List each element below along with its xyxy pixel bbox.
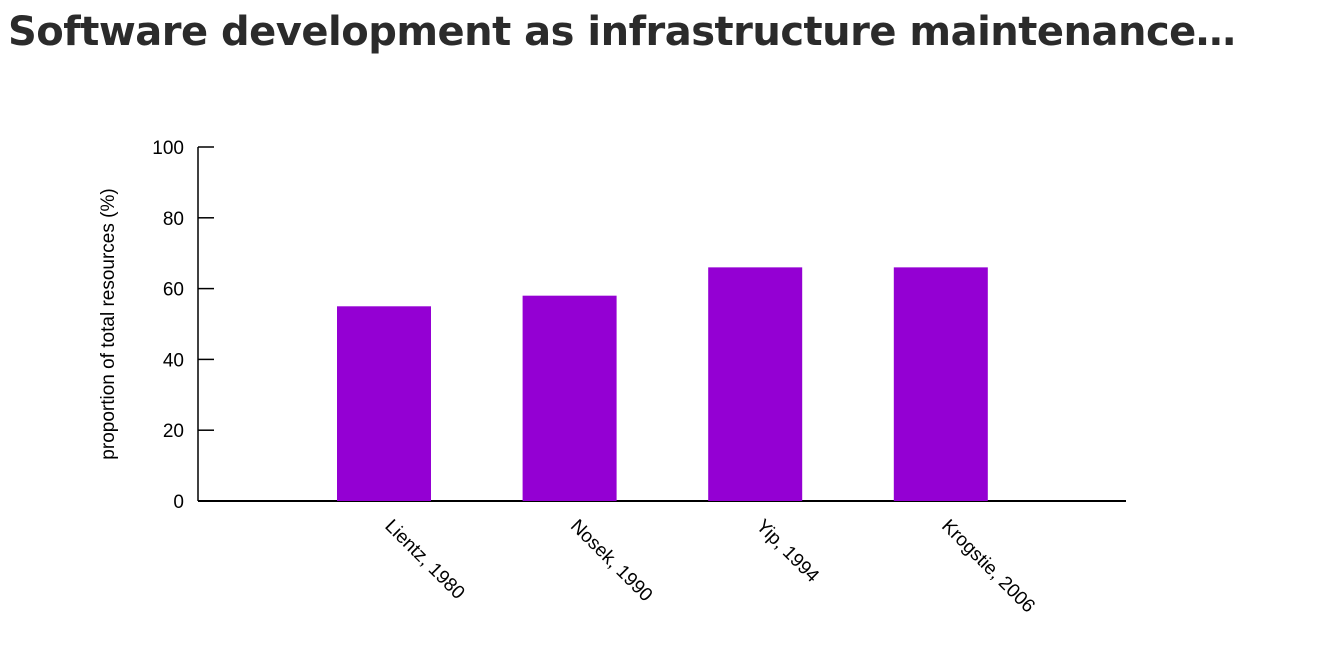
x-tick-labels: Lientz, 1980 Nosek, 1990 Yip, 1994 Krogstie…: [380, 516, 1038, 617]
y-axis: 0 20 40 60 80 100: [152, 138, 214, 513]
y-tick-label: 80: [163, 209, 184, 230]
y-tick-label: 0: [173, 492, 184, 513]
x-tick-label: Lientz, 1980: [380, 516, 468, 604]
bar: [522, 295, 617, 501]
y-tick-label: 60: [163, 280, 184, 301]
y-axis-label: proportion of total resources (%): [98, 188, 119, 459]
bars: [337, 267, 988, 501]
y-tick-label: 40: [163, 350, 184, 371]
x-tick-label: Krogstie, 2006: [937, 516, 1038, 617]
x-tick-label: Yip, 1994: [752, 516, 823, 587]
page-title: Software development as infrastructure m…: [8, 9, 1236, 55]
y-tick-label: 100: [152, 138, 184, 159]
bar: [337, 306, 431, 501]
x-tick-label: Nosek, 1990: [566, 516, 656, 606]
y-tick-label: 20: [163, 421, 184, 442]
bar: [893, 267, 988, 501]
bar: [708, 267, 803, 501]
